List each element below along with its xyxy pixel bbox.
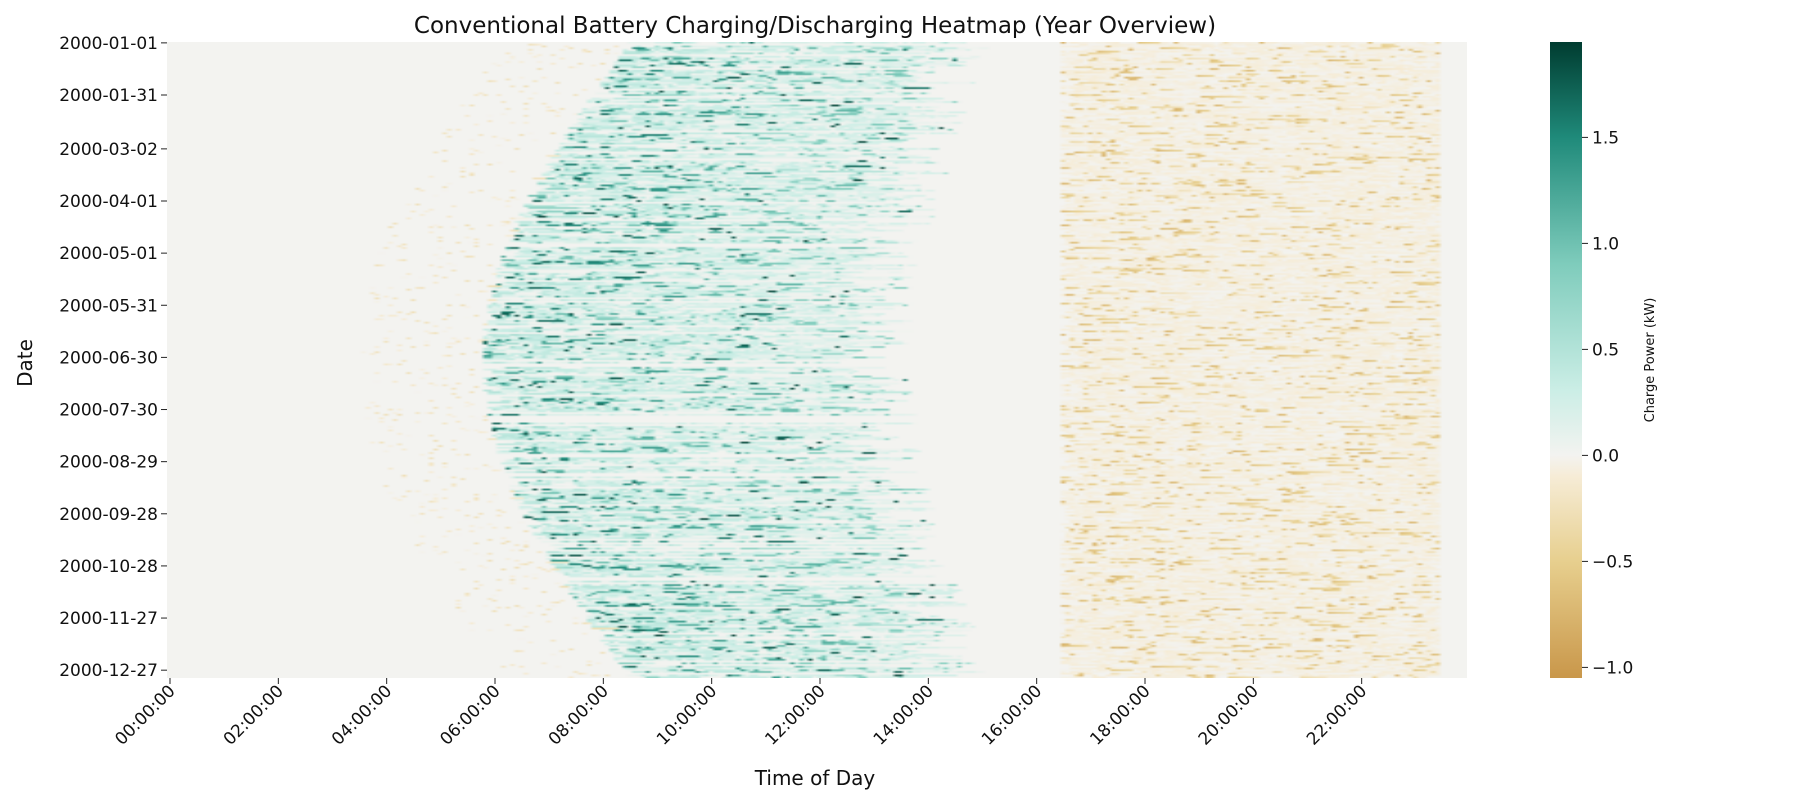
x-tick-label: 02:00:00: [220, 681, 288, 749]
y-axis-ticks: 2000-01-01 2000-01-31 2000-03-02 2000-04-01…: [59, 34, 167, 681]
colorbar-tick-label: 0.0: [1592, 446, 1619, 466]
y-tick-label: 2000-12-27: [59, 661, 158, 681]
x-axis-ticks: 00:00:00 02:00:00 04:00:00 06:00:00 08:00:00…: [111, 678, 1371, 750]
y-tick-label: 2000-01-31: [59, 86, 158, 106]
y-tick-label: 2000-06-30: [59, 348, 158, 368]
y-tick-label: 2000-10-28: [59, 557, 158, 577]
colorbar-label: Charge Power (kW): [1643, 298, 1658, 423]
colorbar-gradient: [1550, 42, 1582, 678]
x-tick-label: 06:00:00: [436, 681, 504, 749]
y-tick-label: 2000-07-30: [59, 401, 158, 421]
colorbar-tick-label: −1.0: [1592, 658, 1633, 678]
plot-area: [167, 42, 1467, 678]
x-tick-label: 22:00:00: [1303, 681, 1371, 749]
colorbar-tick-label: 0.5: [1592, 340, 1619, 360]
heatmap-cells: [167, 42, 1467, 678]
x-tick-label: 08:00:00: [545, 681, 613, 749]
x-tick-label: 12:00:00: [761, 681, 829, 749]
colorbar-tick-label: 1.5: [1592, 128, 1619, 148]
y-tick-label: 2000-09-28: [59, 505, 158, 525]
chart-title: Conventional Battery Charging/Dischargin…: [414, 13, 1216, 39]
x-axis-label: Time of Day: [754, 766, 876, 790]
x-tick-label: 18:00:00: [1086, 681, 1154, 749]
y-tick-label: 2000-04-01: [59, 192, 158, 212]
y-tick-label: 2000-11-27: [59, 609, 158, 629]
x-tick-label: 04:00:00: [328, 681, 396, 749]
colorbar-ticks: 1.5 1.0 0.5 0.0 −0.5 −1.0: [1582, 128, 1633, 678]
y-tick-label: 2000-01-01: [59, 34, 158, 54]
x-tick-label: 14:00:00: [870, 681, 938, 749]
x-tick-label: 16:00:00: [978, 681, 1046, 749]
y-tick-label: 2000-03-02: [59, 140, 158, 160]
colorbar: 1.5 1.0 0.5 0.0 −0.5 −1.0 Charge Power (kW): [1550, 42, 1658, 678]
y-tick-label: 2000-05-01: [59, 244, 158, 264]
colorbar-tick-label: −0.5: [1592, 552, 1633, 572]
y-axis-label: Date: [13, 339, 37, 387]
y-tick-label: 2000-05-31: [59, 296, 158, 316]
colorbar-tick-label: 1.0: [1592, 234, 1619, 254]
x-tick-label: 00:00:00: [111, 681, 179, 749]
x-tick-label: 20:00:00: [1195, 681, 1263, 749]
x-tick-label: 10:00:00: [653, 681, 721, 749]
y-tick-label: 2000-08-29: [59, 453, 158, 473]
